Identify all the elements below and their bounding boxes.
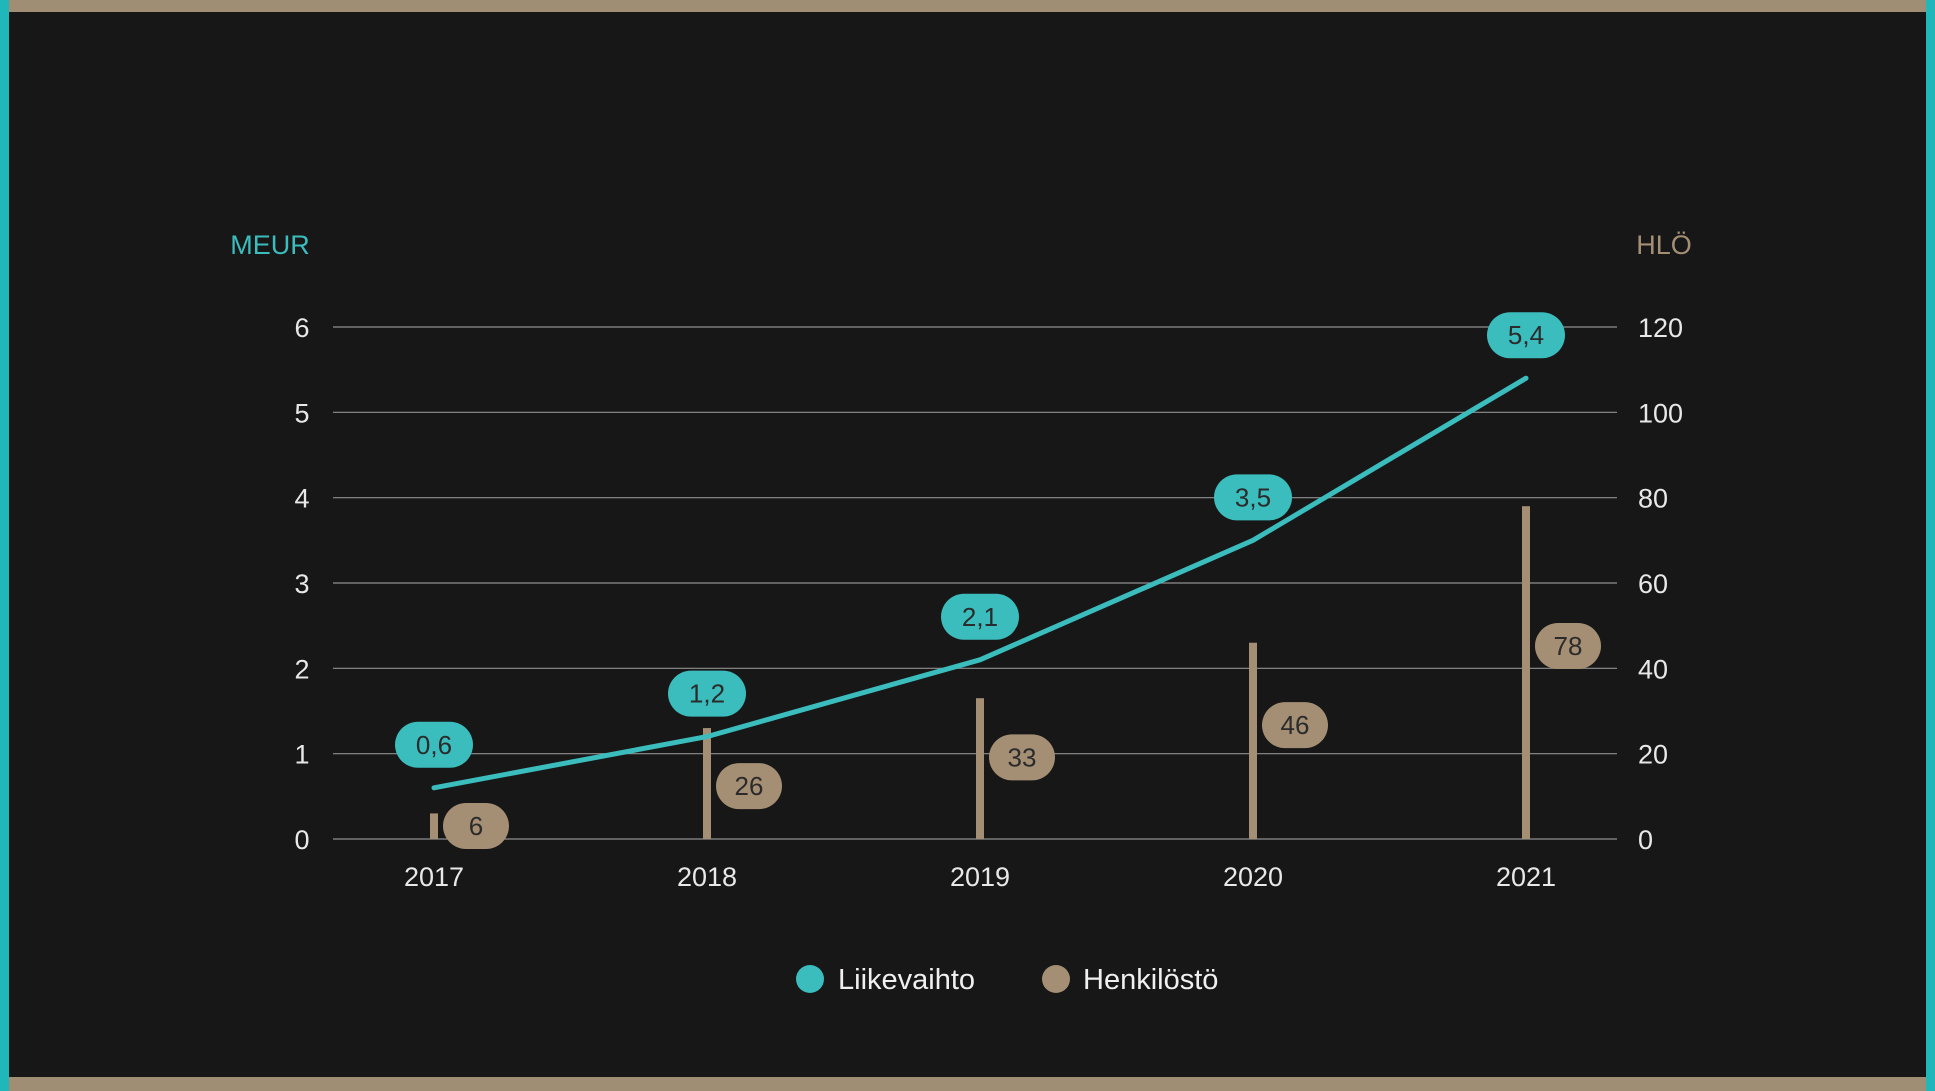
staff-data-label-text: 46 <box>1281 710 1310 740</box>
x-tick-label: 2019 <box>950 862 1010 892</box>
staff-data-label: 33 <box>989 734 1055 781</box>
staff-data-label-bg <box>989 734 1055 781</box>
revenue-data-label: 1,2 <box>668 670 746 717</box>
right-axis-label: HLÖ <box>1636 230 1692 260</box>
revenue-data-label-text: 5,4 <box>1508 320 1544 350</box>
left-tick-label: 0 <box>294 825 309 855</box>
revenue-data-label-bg <box>1487 312 1565 359</box>
left-tick-label: 6 <box>294 313 309 343</box>
gridlines <box>333 326 1617 840</box>
staff-bar <box>1522 506 1530 839</box>
revenue-data-label: 3,5 <box>1214 474 1292 521</box>
staff-bar <box>430 813 438 839</box>
right-tick-label: 100 <box>1638 398 1683 428</box>
right-edge-accent <box>1926 0 1935 1091</box>
x-tick-label: 2017 <box>404 862 464 892</box>
revenue-data-label: 2,1 <box>941 593 1019 640</box>
revenue-data-label-bg <box>668 670 746 717</box>
legend-label-staff: Henkilöstö <box>1083 964 1218 996</box>
legend-label-revenue: Liikevaihto <box>838 964 975 996</box>
staff-data-label: 78 <box>1535 622 1601 669</box>
legend: Liikevaihto Henkilöstö <box>796 964 1218 996</box>
revenue-data-label: 0,6 <box>395 721 473 768</box>
revenue-data-label-text: 2,1 <box>962 602 998 632</box>
left-tick-label: 2 <box>294 654 309 684</box>
x-axis: 2017 2018 2019 2020 2021 <box>404 862 1556 892</box>
revenue-data-label-text: 0,6 <box>416 730 452 760</box>
staff-data-label: 6 <box>443 803 509 849</box>
revenue-line-series <box>431 375 1529 791</box>
x-tick-label: 2021 <box>1496 862 1556 892</box>
left-tick-label: 1 <box>294 740 309 770</box>
left-axis-label: MEUR <box>230 230 310 260</box>
x-tick-label: 2020 <box>1223 862 1283 892</box>
legend-swatch-revenue <box>796 965 824 993</box>
staff-data-label-bg <box>443 803 509 849</box>
right-tick-label: 60 <box>1638 569 1668 599</box>
x-tick-label: 2018 <box>677 862 737 892</box>
legend-item-staff[interactable]: Henkilöstö <box>1042 964 1218 996</box>
revenue-data-label-bg <box>941 593 1019 640</box>
legend-item-revenue[interactable]: Liikevaihto <box>796 964 975 996</box>
staff-bar <box>1249 642 1257 839</box>
staff-data-label-bg <box>1535 622 1601 669</box>
staff-bar <box>976 698 984 839</box>
revenue-data-label-text: 3,5 <box>1235 482 1271 512</box>
right-axis: HLÖ 0 20 40 60 80 100 120 <box>1636 230 1692 855</box>
left-axis: MEUR 0 1 2 3 4 5 6 <box>230 230 310 855</box>
revenue-data-label: 5,4 <box>1487 312 1565 359</box>
revenue-data-label-bg <box>395 721 473 768</box>
top-border <box>0 0 1935 12</box>
bottom-border <box>0 1077 1935 1091</box>
staff-data-label-text: 33 <box>1008 742 1037 772</box>
legend-swatch-staff <box>1042 965 1070 993</box>
staff-data-label: 26 <box>716 763 782 810</box>
revenue-line <box>431 375 1529 791</box>
data-labels: 0,6 1,2 2,1 3,5 5,4 6 26 33 46 78 <box>395 312 1601 849</box>
right-tick-label: 20 <box>1638 740 1668 770</box>
left-tick-label: 5 <box>294 398 309 428</box>
revenue-data-label-bg <box>1214 474 1292 521</box>
left-tick-label: 3 <box>294 569 309 599</box>
staff-data-label-text: 26 <box>735 771 764 801</box>
right-tick-label: 0 <box>1638 825 1653 855</box>
staff-bar <box>703 728 711 839</box>
staff-data-label-text: 78 <box>1554 631 1583 661</box>
right-tick-label: 80 <box>1638 484 1668 514</box>
staff-data-label-bg <box>716 763 782 810</box>
staff-bars <box>430 506 1530 839</box>
staff-data-label-text: 6 <box>469 811 483 841</box>
right-tick-label: 40 <box>1638 654 1668 684</box>
staff-data-label-bg <box>1262 702 1328 749</box>
left-tick-label: 4 <box>294 484 309 514</box>
revenue-data-label-text: 1,2 <box>689 679 725 709</box>
right-tick-label: 120 <box>1638 313 1683 343</box>
left-edge-accent <box>0 0 9 1091</box>
staff-data-label: 46 <box>1262 702 1328 749</box>
